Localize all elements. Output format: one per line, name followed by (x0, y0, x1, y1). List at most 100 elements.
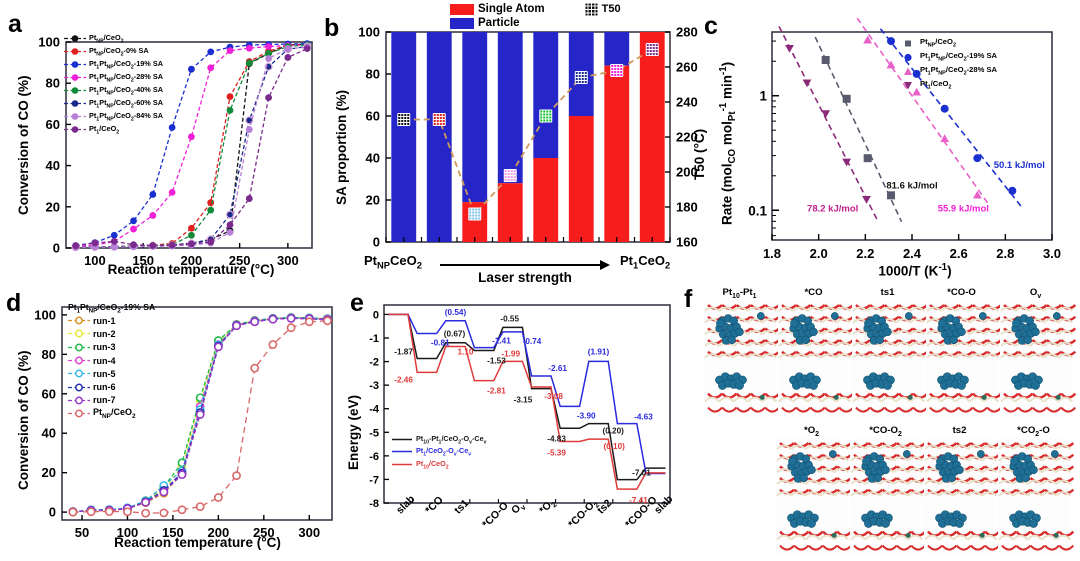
y2-tick: 220 (676, 130, 698, 145)
data-point-marker (188, 65, 195, 73)
y-tick: 1 (759, 89, 767, 104)
activation-energy-label: 81.6 kJ/mol (886, 180, 937, 191)
legend-label: run-4 (93, 355, 116, 366)
series-line-7 (72, 320, 328, 514)
panel-b-arrow (440, 260, 610, 270)
t50-marker-0 (397, 113, 411, 126)
energy-value-label: -5.39 (547, 448, 566, 457)
legend-label: PtNP/CeO2 (89, 32, 124, 45)
panel-f-label: f (684, 285, 693, 313)
y2-tick: 240 (676, 95, 698, 110)
x-tick: 3.0 (1043, 246, 1061, 261)
fit-line-0 (814, 36, 903, 223)
legend-label: PtNP/CeO2 (920, 37, 956, 49)
legend-swatch (392, 463, 412, 465)
data-point-marker (226, 93, 234, 100)
data-point-marker (168, 188, 176, 196)
x-tick: 2.6 (950, 246, 968, 261)
top-view (778, 304, 855, 359)
activation-energy-label: 55.9 kJ/mol (938, 203, 989, 214)
data-point-marker (149, 242, 157, 249)
legend-swatch (68, 356, 90, 365)
data-point-marker (104, 507, 114, 516)
data-point-marker (213, 493, 223, 502)
data-point-marker (159, 508, 169, 518)
legend-item-2: run-3 (68, 341, 136, 354)
x-tick: 300 (298, 525, 320, 540)
legend-marker (904, 53, 912, 61)
x-tick: 2.0 (810, 246, 828, 261)
y2-tick: 200 (676, 165, 698, 180)
legend-label: Pt1PtNP/CeO2-28% SA (920, 65, 998, 77)
t50-marker-3 (503, 169, 517, 182)
legend-item-2: Pt10/CeO2 (392, 458, 486, 471)
plot-frame (771, 31, 1053, 241)
data-point-marker (188, 224, 195, 232)
pathway-0 (388, 313, 666, 481)
panel-b-xlabel: Laser strength (478, 270, 572, 285)
structure-model (852, 300, 929, 418)
legend-swatch (64, 126, 86, 133)
y-tick: -8 (369, 498, 379, 510)
energy-value-label: (0.67) (444, 330, 466, 339)
data-point-marker (912, 69, 921, 78)
y-tick: -1 (369, 333, 379, 345)
y-tick: 0 (373, 235, 380, 250)
data-point-marker (141, 497, 151, 507)
legend-swatch (64, 113, 86, 120)
x-tick: 250 (229, 253, 251, 268)
t50-marker-5 (574, 71, 588, 84)
data-point-marker (91, 239, 99, 247)
structure-cell: *CO-O (926, 287, 1003, 418)
top-view (1000, 304, 1077, 359)
side-view (1000, 372, 1077, 413)
panel-c-label: c (704, 12, 718, 40)
legend-item-2: Pt1PtNP/CeO2-19% SA (64, 58, 163, 71)
bar-single-atom-4 (533, 158, 559, 242)
panel-d-plot: 0 20 40 60 80 100 50 100 150 200 250 300 (34, 306, 333, 540)
legend-item-3: Pt1/CeO2 (902, 78, 997, 92)
legend-label: run-1 (93, 315, 116, 326)
energy-value-label: (0.10) (604, 442, 626, 451)
data-point-marker (213, 342, 223, 352)
data-point-marker (245, 195, 253, 202)
legend-label: Single Atom (478, 3, 545, 15)
energy-value-label: -3.90 (577, 411, 596, 420)
data-point-marker (149, 191, 157, 198)
legend-label: Pt1/CeO2 (89, 123, 120, 136)
energy-value-label: -0.55 (500, 314, 519, 323)
energy-value-label: 1.10 (458, 347, 474, 356)
t50-marker-6 (610, 64, 624, 77)
panel-c-xlabel: 1000/T (K-1) (878, 262, 952, 279)
energy-value-label: -2.61 (548, 364, 567, 373)
data-point-marker (940, 104, 949, 113)
energy-value-label: -3.15 (514, 396, 533, 405)
legend-label: run-7 (93, 395, 116, 406)
legend-marker (904, 81, 912, 89)
legend-label: PtNP/CeO2 (93, 407, 136, 421)
data-point-marker (207, 64, 215, 72)
structure-cell: Pt10-Pt1 (704, 287, 781, 418)
data-point-marker (785, 44, 794, 53)
y-tick: -4 (369, 404, 380, 416)
legend-marker (905, 40, 911, 46)
legend-item-3: run-4 (68, 354, 136, 367)
structure-cell: *O2 (776, 425, 853, 556)
data-point-marker (177, 470, 187, 480)
legend-item-5: run-6 (68, 380, 136, 393)
legend-item-1: run-2 (68, 327, 136, 340)
legend-item-5: Pt1PtNP/CeO2-60% SA (64, 97, 163, 110)
legend-item-1: Particle (450, 16, 545, 30)
t50-marker-7 (645, 43, 659, 56)
data-point-marker (188, 133, 195, 141)
side-view (704, 372, 781, 413)
data-point-marker (286, 314, 296, 323)
x-tick: 150 (162, 525, 184, 540)
legend-label: Pt1PtNP/CeO2-84% SA (89, 110, 163, 123)
panel-d-label: d (6, 289, 22, 317)
energy-value-label: (1.91) (588, 347, 610, 356)
data-point-marker (887, 191, 895, 200)
data-point-marker (130, 241, 137, 249)
data-point-marker (863, 35, 873, 44)
legend-label: PtNP/CeO2-0% SA (89, 45, 149, 58)
